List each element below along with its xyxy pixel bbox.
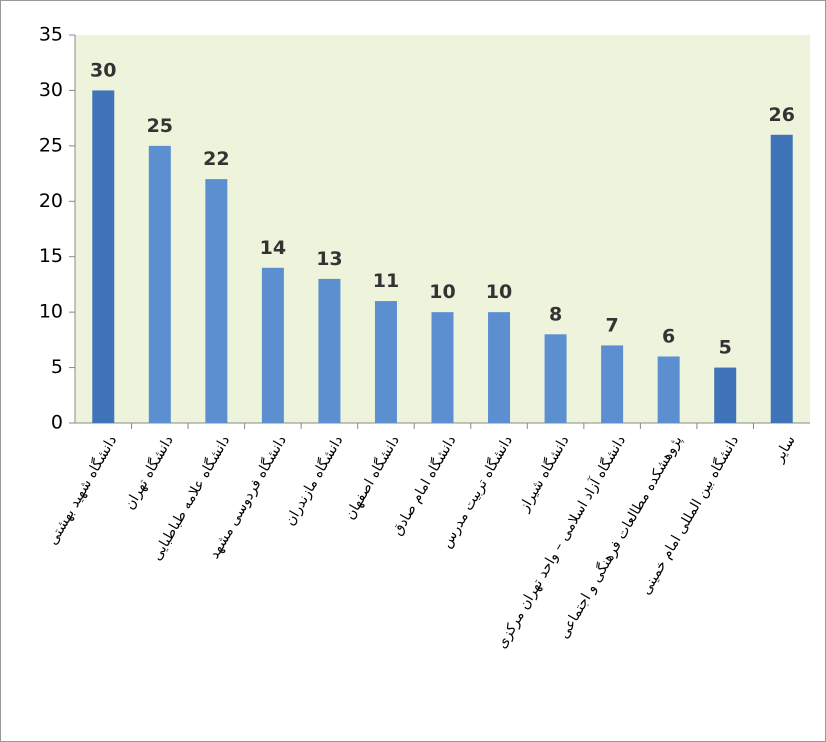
data-label: 14 [260, 237, 286, 259]
bar [262, 268, 284, 423]
bar [432, 312, 454, 423]
bar [601, 345, 623, 423]
data-label: 10 [486, 281, 512, 303]
data-label: 30 [90, 59, 116, 81]
y-tick-label: 25 [39, 134, 63, 156]
y-tick-label: 5 [51, 356, 63, 378]
data-label: 10 [429, 281, 455, 303]
bar [318, 279, 340, 423]
bar [488, 312, 510, 423]
bar [92, 90, 114, 423]
y-tick-label: 15 [39, 245, 63, 267]
data-label: 6 [662, 325, 675, 347]
bar [149, 146, 171, 423]
data-label: 11 [373, 270, 399, 292]
chart: 05101520253035دانشگاه شهید بهشتی30دانشگا… [0, 0, 826, 742]
bar [771, 135, 793, 423]
data-label: 7 [605, 314, 618, 336]
y-tick-label: 30 [39, 79, 63, 101]
y-tick-label: 20 [39, 190, 63, 212]
data-label: 8 [549, 303, 562, 325]
bar [545, 334, 567, 423]
data-label: 13 [316, 248, 342, 270]
y-tick-label: 35 [39, 24, 63, 46]
data-label: 5 [719, 337, 732, 359]
bar [714, 368, 736, 423]
y-tick-label: 0 [51, 412, 63, 434]
bar [658, 356, 680, 423]
bar [205, 179, 227, 423]
data-label: 26 [769, 104, 795, 126]
bar [375, 301, 397, 423]
y-tick-label: 10 [39, 301, 63, 323]
data-label: 22 [203, 148, 229, 170]
data-label: 25 [147, 115, 173, 137]
